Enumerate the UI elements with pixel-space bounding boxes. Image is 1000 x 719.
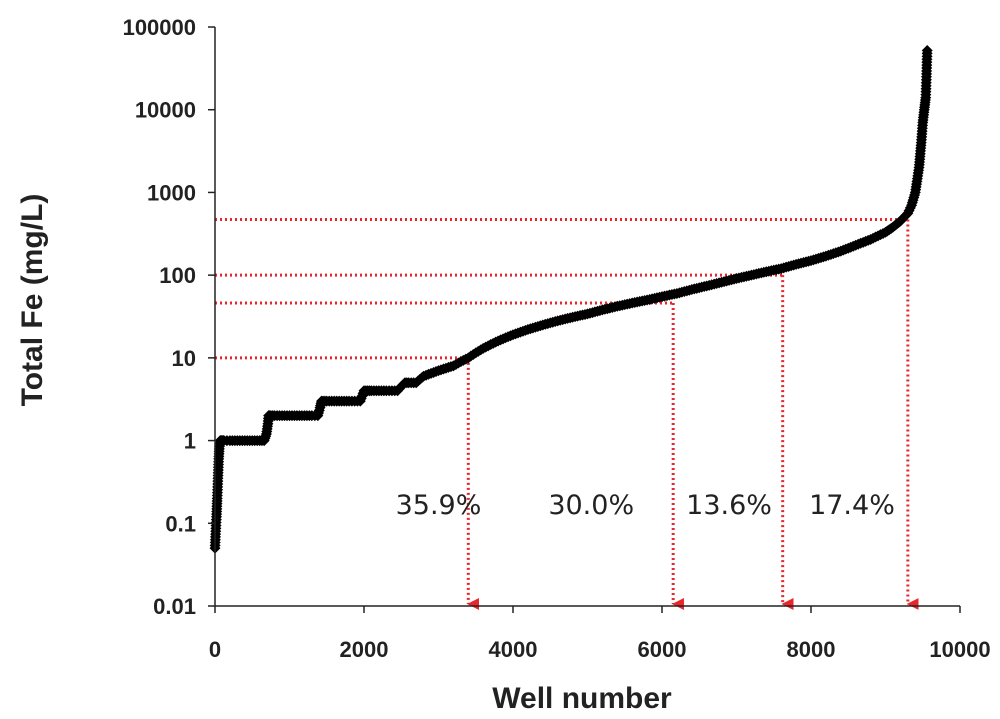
y-tick-labels: 0.01 0.1 1 10 100 1000 10000 100000 — [123, 15, 215, 619]
x-tick-label: 4000 — [489, 637, 538, 662]
data-points — [209, 44, 933, 554]
x-tick-labels: 0 2000 4000 6000 8000 10000 — [209, 606, 991, 662]
y-tick-label: 1 — [184, 429, 196, 454]
percentage-annotation: 17.4% — [809, 490, 895, 521]
y-tick-label: 10000 — [135, 98, 196, 123]
x-tick-label: 8000 — [787, 637, 836, 662]
x-axis-title: Well number — [492, 682, 672, 715]
percentage-annotation: 35.9% — [396, 490, 482, 521]
guide-lines — [215, 218, 919, 610]
y-tick-label: 100000 — [123, 15, 196, 40]
y-tick-label: 0.01 — [153, 594, 196, 619]
data-point — [921, 44, 933, 56]
x-tick-label: 10000 — [929, 637, 990, 662]
percentage-annotation: 13.6% — [686, 490, 772, 521]
percentage-annotation: 30.0% — [548, 490, 634, 521]
x-tick-label: 2000 — [340, 637, 389, 662]
x-tick-label: 6000 — [638, 637, 687, 662]
annotations: 35.9% 30.0% 13.6% 17.4% — [396, 490, 895, 521]
y-axis-title: Total Fe (mg/L) — [16, 194, 49, 407]
y-tick-label: 1000 — [147, 180, 196, 205]
x-tick-label: 0 — [209, 637, 221, 662]
y-tick-label: 0.1 — [165, 511, 196, 536]
y-tick-label: 10 — [172, 346, 196, 371]
y-tick-label: 100 — [159, 263, 196, 288]
